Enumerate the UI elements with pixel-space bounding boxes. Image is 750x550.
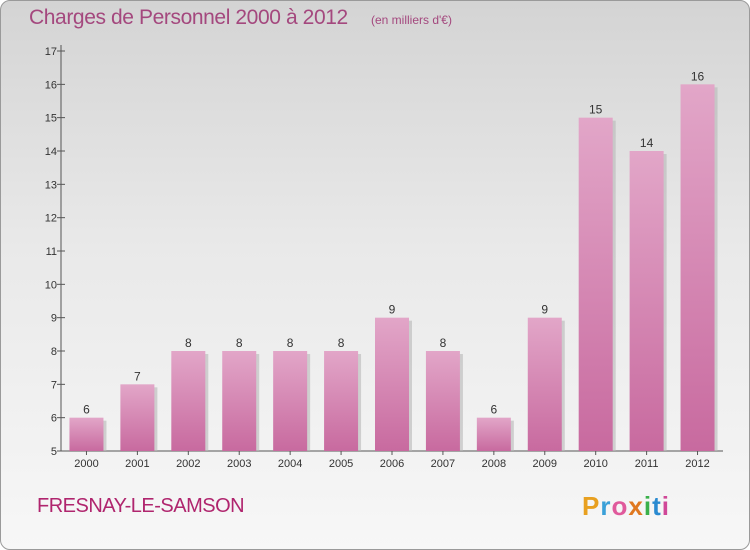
chart-subtitle: (en milliers d'€) xyxy=(371,13,452,27)
bar xyxy=(273,351,308,451)
x-tick-label: 2000 xyxy=(74,458,98,470)
y-tick-label: 6 xyxy=(51,413,57,425)
bar xyxy=(222,351,257,451)
logo-letter: P xyxy=(582,491,601,521)
data-label: 8 xyxy=(287,336,294,350)
logo-letter: i xyxy=(661,491,670,521)
data-label: 9 xyxy=(541,303,548,317)
data-label: 9 xyxy=(389,303,396,317)
bar xyxy=(120,384,155,451)
x-tick-label: 2011 xyxy=(635,458,659,470)
bar xyxy=(171,351,206,451)
y-tick-label: 13 xyxy=(45,179,57,191)
y-tick-label: 16 xyxy=(45,79,57,91)
data-label: 8 xyxy=(236,336,243,350)
logo-letter: t xyxy=(652,491,662,521)
data-label: 16 xyxy=(691,69,705,83)
data-label: 8 xyxy=(185,336,192,350)
bar xyxy=(527,317,562,451)
bar xyxy=(375,317,409,451)
data-label: 7 xyxy=(134,369,141,383)
chart-title: Charges de Personnel 2000 à 2012 xyxy=(29,6,348,29)
y-tick-label: 12 xyxy=(45,213,57,225)
proxiti-logo[interactable]: Proxiti xyxy=(582,491,670,522)
y-tick-label: 9 xyxy=(51,313,57,325)
bar xyxy=(578,117,613,452)
data-label: 8 xyxy=(440,336,447,350)
y-tick-label: 7 xyxy=(51,379,57,391)
bar xyxy=(476,417,511,451)
bar xyxy=(69,417,104,451)
data-label: 14 xyxy=(640,136,654,150)
y-tick-label: 5 xyxy=(51,446,57,458)
x-tick-label: 2009 xyxy=(533,458,557,470)
data-label: 8 xyxy=(338,336,345,350)
x-tick-label: 2007 xyxy=(431,458,455,470)
x-tick-label: 2003 xyxy=(227,458,251,470)
y-tick-label: 8 xyxy=(51,346,57,358)
logo-letter: r xyxy=(600,491,612,521)
x-tick-label: 2001 xyxy=(125,458,149,470)
commune-name: FRESNAY-LE-SAMSON xyxy=(37,495,245,517)
x-tick-label: 2012 xyxy=(685,458,709,470)
y-tick-label: 14 xyxy=(45,146,57,158)
data-label: 15 xyxy=(589,103,603,117)
logo-letter: x xyxy=(628,491,644,521)
data-label: 6 xyxy=(83,403,90,417)
bar xyxy=(680,84,715,451)
x-tick-label: 2006 xyxy=(380,458,404,470)
x-tick-label: 2002 xyxy=(176,458,200,470)
bar xyxy=(425,351,460,451)
bar xyxy=(629,151,664,451)
bar xyxy=(324,351,359,451)
y-tick-label: 11 xyxy=(46,246,57,258)
x-tick-label: 2010 xyxy=(583,458,607,470)
logo-letter: i xyxy=(643,491,653,521)
x-tick-label: 2008 xyxy=(482,458,506,470)
data-label: 6 xyxy=(491,403,498,417)
logo-letter: o xyxy=(611,491,629,521)
y-tick-label: 10 xyxy=(45,279,57,291)
y-tick-label: 15 xyxy=(45,113,57,125)
x-tick-label: 2004 xyxy=(278,458,302,470)
x-tick-label: 2005 xyxy=(329,458,353,470)
y-tick-label: 17 xyxy=(45,46,57,58)
